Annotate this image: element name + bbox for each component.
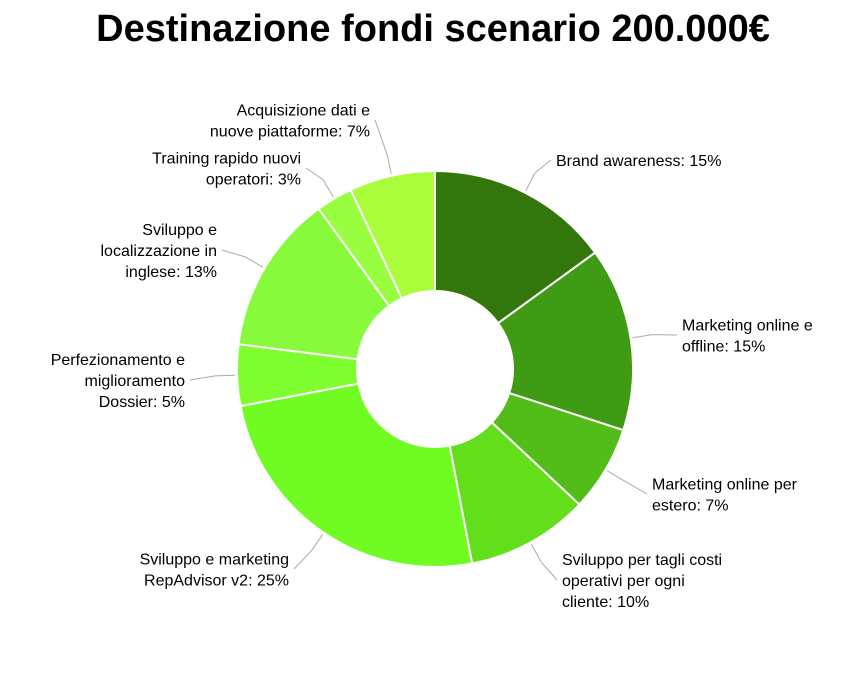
slice-label-3: Marketing online per estero: 7% bbox=[652, 477, 798, 515]
slice-label-line: Acquisizione dati e bbox=[237, 103, 371, 120]
chart-title: Destinazione fondi scenario 200.000€ bbox=[96, 8, 770, 50]
slice-label-line: offline: 15% bbox=[682, 339, 765, 356]
slices-group bbox=[236, 169, 634, 568]
slice-label-6: Perfezionamento e miglioramento Dossier: 5… bbox=[51, 352, 185, 411]
slice-label-8: Training rapido nuovi operatori: 3% bbox=[152, 151, 301, 189]
slice-label-line: nuove piattaforme: 7% bbox=[210, 124, 370, 141]
slice-1 bbox=[434, 169, 597, 325]
leader-line-3 bbox=[606, 470, 648, 495]
leader-line-8 bbox=[305, 167, 334, 198]
slice-label-line: operativi per ogni bbox=[562, 573, 685, 590]
slice-label-line: Perfezionamento e bbox=[51, 352, 185, 369]
slice-label-4: Sviluppo per tagli costi operativi per og… bbox=[562, 552, 722, 611]
slice-label-line: operatori: 3% bbox=[206, 172, 301, 189]
slice-9 bbox=[349, 169, 436, 300]
slice-label-line: cliente: 10% bbox=[562, 594, 649, 611]
leader-lines-group bbox=[189, 119, 678, 581]
leader-line-6 bbox=[189, 374, 236, 381]
slice-label-7: Sviluppo e localizzazione in inglese: 13% bbox=[100, 222, 217, 281]
slice-label-line: RepAdvisor v2: 25% bbox=[144, 573, 289, 590]
slice-label-line: Brand awareness: 15% bbox=[556, 153, 721, 170]
slice-label-line: Marketing online e bbox=[682, 318, 813, 335]
slice-label-1: Brand awareness: 15% bbox=[556, 153, 721, 170]
slice-label-line: estero: 7% bbox=[652, 498, 728, 515]
slice-label-line: Dossier: 5% bbox=[99, 394, 185, 411]
slice-label-line: Marketing online per bbox=[652, 477, 798, 494]
slice-label-9: Acquisizione dati e nuove piattaforme: 7% bbox=[210, 103, 370, 141]
slice-label-line: inglese: 13% bbox=[125, 264, 217, 281]
slice-label-line: Sviluppo e bbox=[142, 222, 217, 239]
leader-line-7 bbox=[221, 249, 264, 268]
slice-label-line: Training rapido nuovi bbox=[152, 151, 301, 168]
leader-line-4 bbox=[530, 544, 558, 581]
leader-line-9 bbox=[374, 119, 392, 174]
slice-label-line: miglioramento bbox=[85, 373, 186, 390]
leader-line-5 bbox=[293, 534, 323, 570]
slice-2 bbox=[496, 251, 634, 432]
labels-group: Brand awareness: 15% Marketing online e of… bbox=[51, 103, 813, 612]
slice-label-2: Marketing online e offline: 15% bbox=[682, 318, 813, 356]
leader-line-1 bbox=[525, 159, 552, 192]
slice-label-line: Sviluppo e marketing bbox=[140, 552, 289, 569]
slice-label-5: Sviluppo e marketing RepAdvisor v2: 25% bbox=[140, 552, 289, 590]
slice-label-line: localizzazione in bbox=[100, 243, 217, 260]
slice-7 bbox=[237, 207, 391, 361]
slice-5 bbox=[239, 382, 474, 568]
leader-line-2 bbox=[632, 334, 678, 339]
slice-label-line: Sviluppo per tagli costi bbox=[562, 552, 722, 569]
